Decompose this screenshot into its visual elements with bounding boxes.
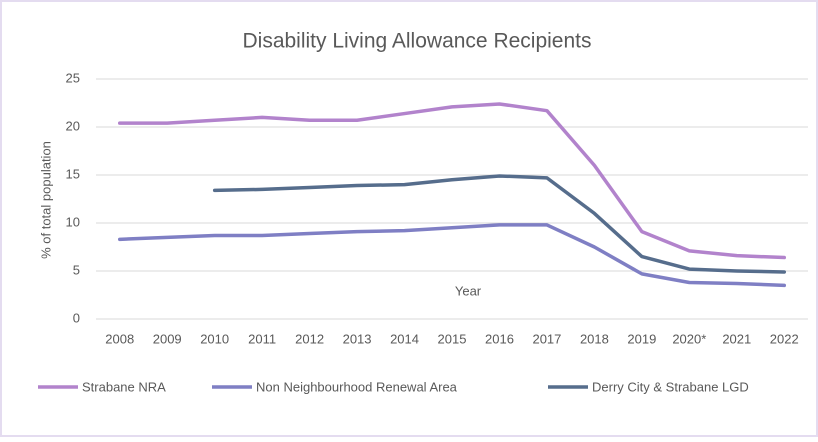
y-tick-label: 0 — [73, 310, 80, 325]
x-tick-label: 2011 — [248, 331, 276, 346]
x-tick-label: 2017 — [532, 331, 561, 346]
series-line — [117, 102, 787, 260]
x-tick-label: 2022 — [770, 331, 799, 346]
x-tick-label: 2008 — [105, 331, 134, 346]
x-tick-label: 2012 — [295, 331, 324, 346]
y-tick-label: 10 — [66, 214, 80, 229]
y-tick-label: 15 — [66, 166, 80, 181]
legend-label: Derry City & Strabane LGD — [592, 379, 749, 394]
y-tick-label: 25 — [66, 70, 80, 85]
series-line — [117, 223, 787, 288]
y-axis-label: % of total population — [38, 141, 53, 259]
x-tick-label: 2010 — [200, 331, 229, 346]
x-tick-label: 2019 — [627, 331, 656, 346]
x-axis-label: Year — [455, 283, 482, 298]
legend-label: Strabane NRA — [82, 379, 166, 394]
x-tick-label: 2014 — [390, 331, 419, 346]
x-tick-label: 2020* — [672, 331, 706, 346]
x-tick-label: 2015 — [438, 331, 467, 346]
legend-label: Non Neighbourhood Renewal Area — [256, 379, 458, 394]
x-tick-label: 2009 — [153, 331, 182, 346]
series-line — [212, 174, 787, 274]
x-tick-label: 2021 — [722, 331, 751, 346]
x-tick-label: 2018 — [580, 331, 609, 346]
y-tick-label: 20 — [66, 118, 80, 133]
chart-title: Disability Living Allowance Recipients — [242, 30, 591, 53]
x-tick-label: 2013 — [343, 331, 372, 346]
y-tick-label: 5 — [73, 262, 80, 277]
x-tick-label: 2016 — [485, 331, 514, 346]
